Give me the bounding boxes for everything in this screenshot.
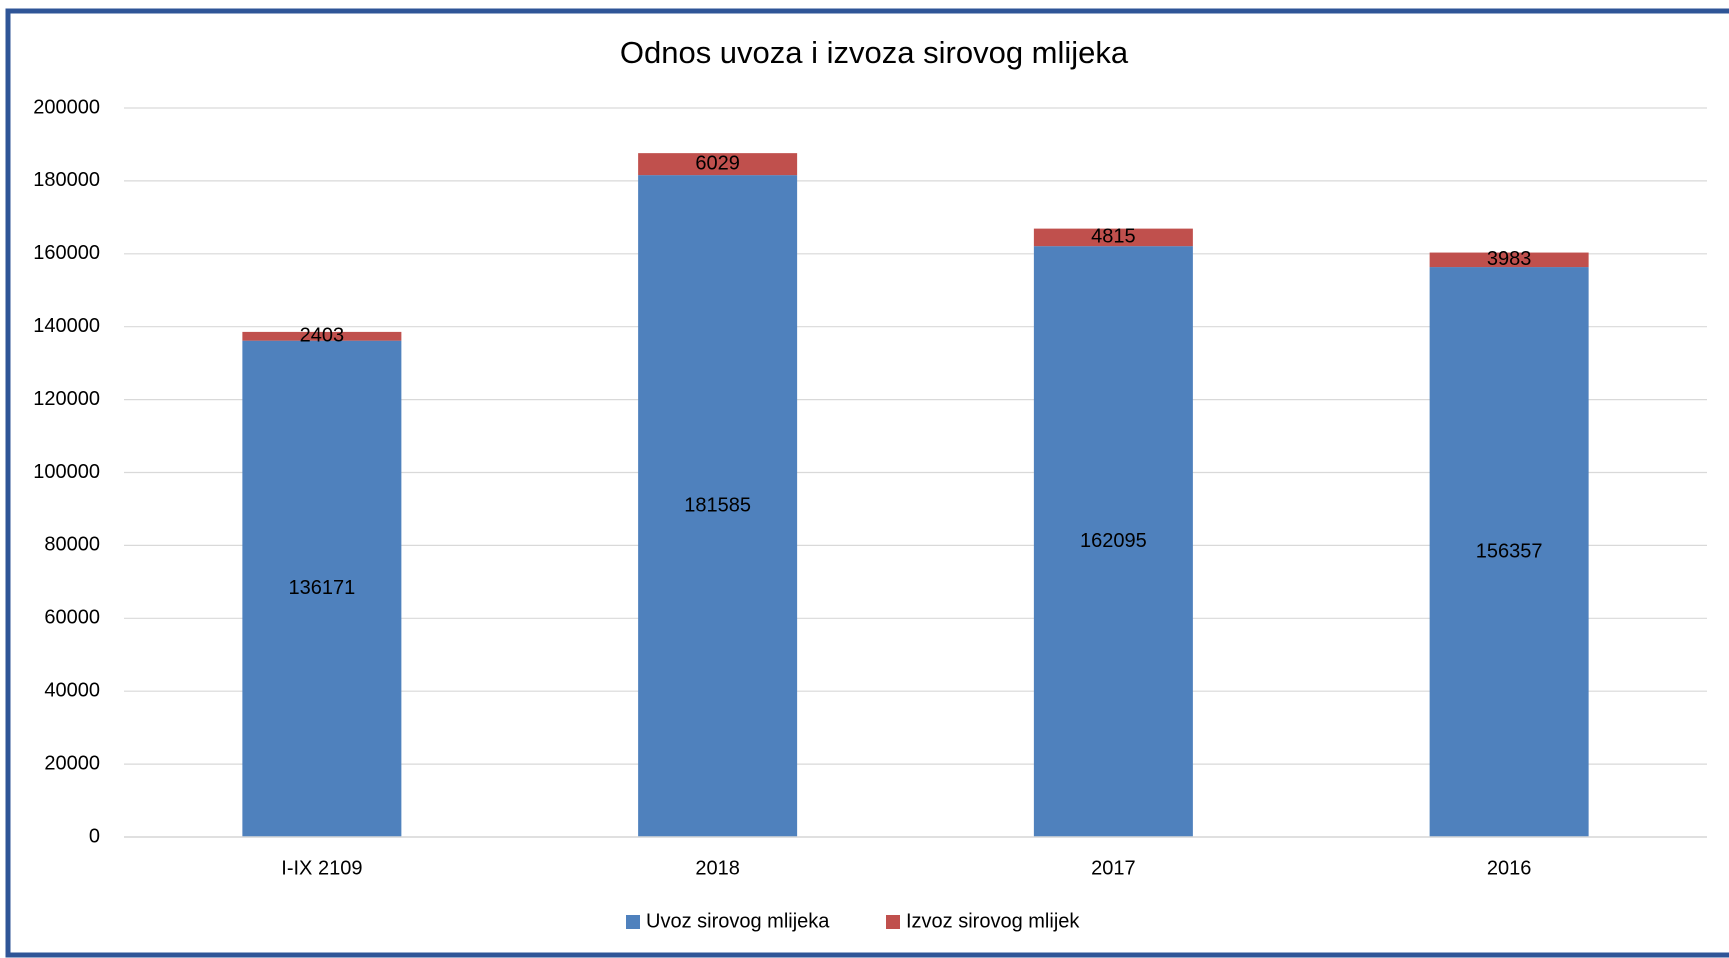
y-tick-label: 200000 bbox=[33, 96, 100, 118]
y-tick-label: 0 bbox=[89, 825, 100, 847]
bar-segment bbox=[638, 153, 798, 176]
chart-title: Odnos uvoza i izvoza sirovog mlijeka bbox=[620, 35, 1129, 70]
bar-segment bbox=[1033, 228, 1193, 247]
y-tick-label: 160000 bbox=[33, 242, 100, 264]
bar-segment bbox=[638, 175, 798, 837]
x-tick-label: 2017 bbox=[1091, 857, 1136, 879]
data-label: 181585 bbox=[684, 494, 751, 516]
legend-swatch bbox=[886, 915, 900, 929]
x-tick-label: 2016 bbox=[1487, 857, 1532, 879]
y-tick-label: 180000 bbox=[33, 169, 100, 191]
bar-segment bbox=[1033, 246, 1193, 838]
data-label: 6029 bbox=[695, 152, 740, 174]
data-label: 162095 bbox=[1080, 530, 1147, 552]
y-tick-label: 40000 bbox=[44, 679, 100, 701]
legend-label: Uvoz sirovog mlijeka bbox=[646, 910, 830, 932]
y-tick-label: 80000 bbox=[44, 534, 100, 556]
data-label: 2403 bbox=[300, 325, 345, 347]
y-tick-label: 120000 bbox=[33, 388, 100, 410]
y-tick-label: 100000 bbox=[33, 461, 100, 483]
data-label: 136171 bbox=[289, 577, 356, 599]
bar-segment bbox=[1429, 252, 1589, 268]
data-label: 4815 bbox=[1091, 226, 1136, 248]
y-tick-label: 20000 bbox=[44, 752, 100, 774]
bar-segment bbox=[242, 331, 402, 341]
y-tick-label: 140000 bbox=[33, 315, 100, 337]
x-tick-label: I-IX 2109 bbox=[281, 857, 362, 879]
data-label: 3983 bbox=[1487, 248, 1532, 270]
bar-segment bbox=[242, 340, 402, 837]
frame bbox=[5, 8, 1729, 958]
bar-segment bbox=[1429, 267, 1589, 837]
legend-label: Izvoz sirovog mlijek bbox=[906, 910, 1080, 932]
x-tick-label: 2018 bbox=[695, 857, 740, 879]
y-tick-label: 60000 bbox=[44, 607, 100, 629]
data-label: 156357 bbox=[1476, 540, 1543, 562]
legend-swatch bbox=[626, 915, 640, 929]
